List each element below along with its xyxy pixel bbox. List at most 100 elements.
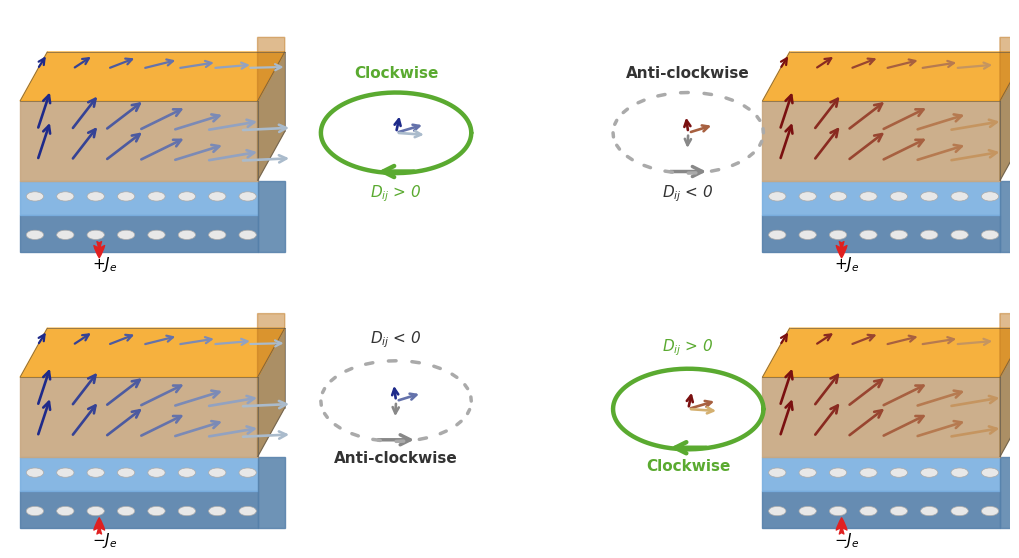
- Text: $+J_e$: $+J_e$: [834, 254, 858, 273]
- Polygon shape: [20, 328, 284, 377]
- Circle shape: [178, 468, 196, 477]
- Polygon shape: [999, 52, 1019, 181]
- Text: Clockwise: Clockwise: [354, 66, 438, 81]
- Text: $D_{ij}$ > 0: $D_{ij}$ > 0: [661, 337, 713, 358]
- Circle shape: [26, 507, 44, 516]
- Circle shape: [950, 468, 967, 477]
- Circle shape: [890, 468, 907, 477]
- Circle shape: [148, 468, 165, 477]
- Polygon shape: [20, 377, 258, 456]
- Circle shape: [117, 507, 135, 516]
- Circle shape: [178, 507, 196, 516]
- Circle shape: [117, 192, 135, 201]
- Circle shape: [768, 468, 786, 477]
- Circle shape: [798, 230, 815, 239]
- Circle shape: [87, 507, 104, 516]
- Polygon shape: [20, 52, 284, 101]
- Circle shape: [209, 507, 225, 516]
- Polygon shape: [258, 456, 284, 528]
- Circle shape: [57, 468, 74, 477]
- Polygon shape: [20, 181, 258, 215]
- Circle shape: [890, 507, 907, 516]
- Circle shape: [26, 230, 44, 239]
- Polygon shape: [258, 37, 284, 101]
- Polygon shape: [20, 215, 258, 252]
- Circle shape: [178, 230, 196, 239]
- Polygon shape: [762, 52, 1019, 101]
- Polygon shape: [762, 328, 1019, 377]
- Polygon shape: [762, 181, 999, 215]
- Circle shape: [980, 230, 998, 239]
- Text: $D_{ij}$ > 0: $D_{ij}$ > 0: [370, 183, 422, 204]
- Circle shape: [87, 192, 104, 201]
- Circle shape: [148, 230, 165, 239]
- Polygon shape: [258, 328, 284, 456]
- Polygon shape: [258, 314, 284, 377]
- Circle shape: [828, 192, 846, 201]
- Circle shape: [828, 230, 846, 239]
- Text: $+J_e$: $+J_e$: [92, 254, 117, 273]
- Circle shape: [950, 192, 967, 201]
- Circle shape: [950, 230, 967, 239]
- Circle shape: [57, 192, 74, 201]
- Circle shape: [980, 192, 998, 201]
- Text: $D_{ij}$ < 0: $D_{ij}$ < 0: [661, 183, 713, 204]
- Circle shape: [920, 230, 937, 239]
- Text: $-J_e$: $-J_e$: [92, 531, 117, 550]
- Circle shape: [859, 507, 876, 516]
- Text: Anti-clockwise: Anti-clockwise: [626, 66, 749, 81]
- Polygon shape: [20, 456, 258, 491]
- Polygon shape: [762, 377, 999, 456]
- Text: Clockwise: Clockwise: [645, 459, 730, 474]
- Circle shape: [920, 468, 937, 477]
- Polygon shape: [762, 491, 999, 528]
- Circle shape: [980, 507, 998, 516]
- Polygon shape: [999, 37, 1019, 101]
- Circle shape: [920, 192, 937, 201]
- Polygon shape: [762, 456, 999, 491]
- Circle shape: [209, 192, 225, 201]
- Circle shape: [209, 230, 225, 239]
- Circle shape: [238, 230, 256, 239]
- Circle shape: [57, 507, 74, 516]
- Polygon shape: [999, 456, 1019, 528]
- Circle shape: [238, 507, 256, 516]
- Polygon shape: [258, 181, 284, 252]
- Circle shape: [57, 230, 74, 239]
- Circle shape: [178, 192, 196, 201]
- Circle shape: [828, 468, 846, 477]
- Circle shape: [859, 192, 876, 201]
- Circle shape: [117, 230, 135, 239]
- Circle shape: [209, 468, 225, 477]
- Circle shape: [798, 468, 815, 477]
- Circle shape: [26, 192, 44, 201]
- Text: $D_{ij}$ < 0: $D_{ij}$ < 0: [370, 329, 422, 350]
- Circle shape: [768, 192, 786, 201]
- Circle shape: [148, 507, 165, 516]
- Circle shape: [859, 468, 876, 477]
- Circle shape: [950, 507, 967, 516]
- Circle shape: [890, 230, 907, 239]
- Circle shape: [798, 192, 815, 201]
- Circle shape: [117, 468, 135, 477]
- Circle shape: [920, 507, 937, 516]
- Polygon shape: [999, 314, 1019, 377]
- Circle shape: [238, 468, 256, 477]
- Text: Anti-clockwise: Anti-clockwise: [334, 451, 458, 466]
- Text: $-J_e$: $-J_e$: [834, 531, 858, 550]
- Circle shape: [980, 468, 998, 477]
- Polygon shape: [762, 215, 999, 252]
- Circle shape: [828, 507, 846, 516]
- Polygon shape: [258, 52, 284, 181]
- Circle shape: [87, 468, 104, 477]
- Polygon shape: [20, 101, 258, 181]
- Polygon shape: [999, 328, 1019, 456]
- Polygon shape: [762, 101, 999, 181]
- Circle shape: [238, 192, 256, 201]
- Circle shape: [890, 192, 907, 201]
- Circle shape: [798, 507, 815, 516]
- Circle shape: [768, 230, 786, 239]
- Polygon shape: [20, 491, 258, 528]
- Circle shape: [87, 230, 104, 239]
- Circle shape: [859, 230, 876, 239]
